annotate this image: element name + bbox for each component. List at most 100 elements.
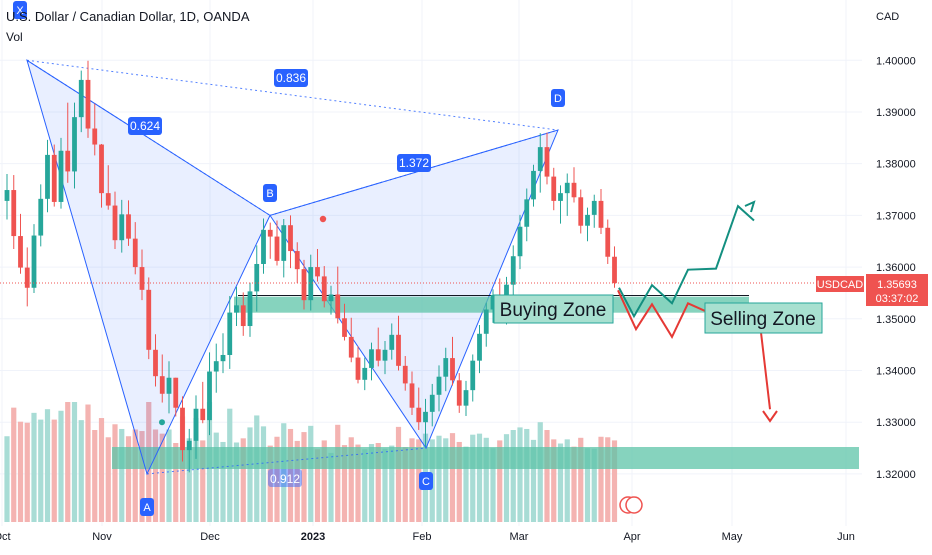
red-arrow-head: [762, 410, 778, 423]
volume-bar: [389, 445, 395, 522]
candlesticks: [4, 60, 617, 473]
candle-body: [335, 294, 341, 319]
candle-body: [321, 276, 327, 302]
pattern-xb-line: [26, 59, 271, 216]
candle-body: [355, 357, 361, 380]
volume-bar: [335, 424, 341, 522]
candle-body: [213, 361, 219, 372]
volume-bar: [382, 448, 388, 522]
volume-bar: [125, 436, 132, 522]
volume-bar: [31, 412, 37, 522]
last-price-value: 1.35693: [877, 279, 917, 291]
volume-bar: [395, 426, 402, 522]
candle-body: [220, 354, 226, 362]
candle-body: [551, 176, 557, 201]
price-tick: 1.33000: [876, 417, 916, 429]
volume-bar: [132, 429, 138, 522]
volume-bar: [281, 423, 287, 522]
candle-body: [315, 267, 320, 277]
volume-bar: [341, 445, 348, 522]
candle-body: [227, 312, 233, 355]
time-tick: Apr: [623, 531, 640, 543]
volume-bar: [436, 435, 442, 522]
volume-bar: [524, 428, 530, 522]
time-tick: Feb: [413, 531, 432, 543]
volume-bar: [362, 449, 368, 522]
volume-bar: [449, 433, 456, 522]
candle-body: [18, 236, 23, 268]
candle-body: [288, 225, 293, 252]
volume-bar: [267, 445, 273, 522]
price-tick: 1.35000: [876, 314, 916, 326]
volume-bar: [38, 419, 44, 522]
volume-bar: [85, 404, 91, 522]
price-tick: 1.34000: [876, 365, 916, 377]
volume-bar: [368, 444, 375, 522]
volume-bar: [483, 437, 489, 522]
grid: [0, 0, 862, 526]
pattern-xd-line: [26, 59, 559, 131]
candle-body: [240, 305, 246, 327]
candle-body: [281, 225, 287, 261]
candle-body: [4, 190, 10, 201]
volume-bar: [348, 437, 354, 522]
candle-body: [510, 256, 516, 285]
volume-bar: [416, 439, 422, 522]
buying-zone-box: [493, 294, 614, 324]
candle-body: [571, 182, 577, 198]
support-band-rect: [112, 447, 859, 469]
volume-bar: [308, 425, 314, 522]
candle-body: [146, 289, 152, 350]
volume-bar: [152, 429, 159, 522]
candle-body: [159, 376, 165, 394]
candle-body: [396, 334, 401, 366]
candle-body: [78, 79, 84, 118]
volume-bar: [78, 420, 84, 522]
volume-bar: [490, 448, 496, 522]
volume-bar: [355, 444, 361, 522]
volume-bar: [58, 410, 64, 522]
ratio-xd-label: 0.836: [276, 71, 306, 85]
volume-bar: [301, 432, 307, 522]
candle-body: [153, 349, 158, 377]
candle-body: [274, 236, 280, 261]
marker-dot-green: [159, 419, 165, 426]
candle-body: [193, 408, 199, 441]
volume-bar: [98, 418, 105, 522]
volume-bar: [571, 446, 577, 522]
price-tick: 1.40000: [876, 55, 916, 67]
candle-body: [308, 267, 314, 301]
point-a-label: A: [143, 502, 151, 514]
volume-bar: [179, 416, 186, 522]
price-axis-bg: [862, 0, 932, 526]
volume-bar: [274, 436, 280, 522]
volume-bar: [591, 448, 597, 522]
candle-body: [72, 117, 77, 172]
candle-body: [348, 336, 354, 358]
candle-body: [247, 291, 253, 327]
candle-body: [126, 214, 131, 239]
volume-bar: [287, 428, 294, 522]
volume-bar: [321, 440, 327, 522]
ratio-xb-label-bg: [128, 117, 162, 135]
candle-body: [402, 365, 408, 384]
candle-body: [51, 154, 57, 202]
volume-bar: [314, 449, 321, 522]
currency-label: CAD: [876, 11, 899, 23]
candle-body: [423, 411, 428, 423]
volume-bar: [11, 407, 17, 522]
symbol-title[interactable]: U.S. Dollar / Canadian Dollar, 1D, OANDA: [6, 9, 250, 24]
candle-body: [11, 190, 17, 237]
ratio-bd-label-bg: [397, 154, 431, 172]
volume-label[interactable]: Vol: [6, 30, 23, 44]
point-c-bg: [419, 472, 433, 490]
point-x-label: X: [16, 5, 24, 17]
volume-bar: [240, 438, 246, 522]
volume-bar: [105, 437, 111, 522]
volume-bar: [456, 441, 462, 522]
point-b-bg: [263, 184, 277, 202]
candle-body: [591, 200, 597, 215]
candle-body: [65, 150, 71, 172]
